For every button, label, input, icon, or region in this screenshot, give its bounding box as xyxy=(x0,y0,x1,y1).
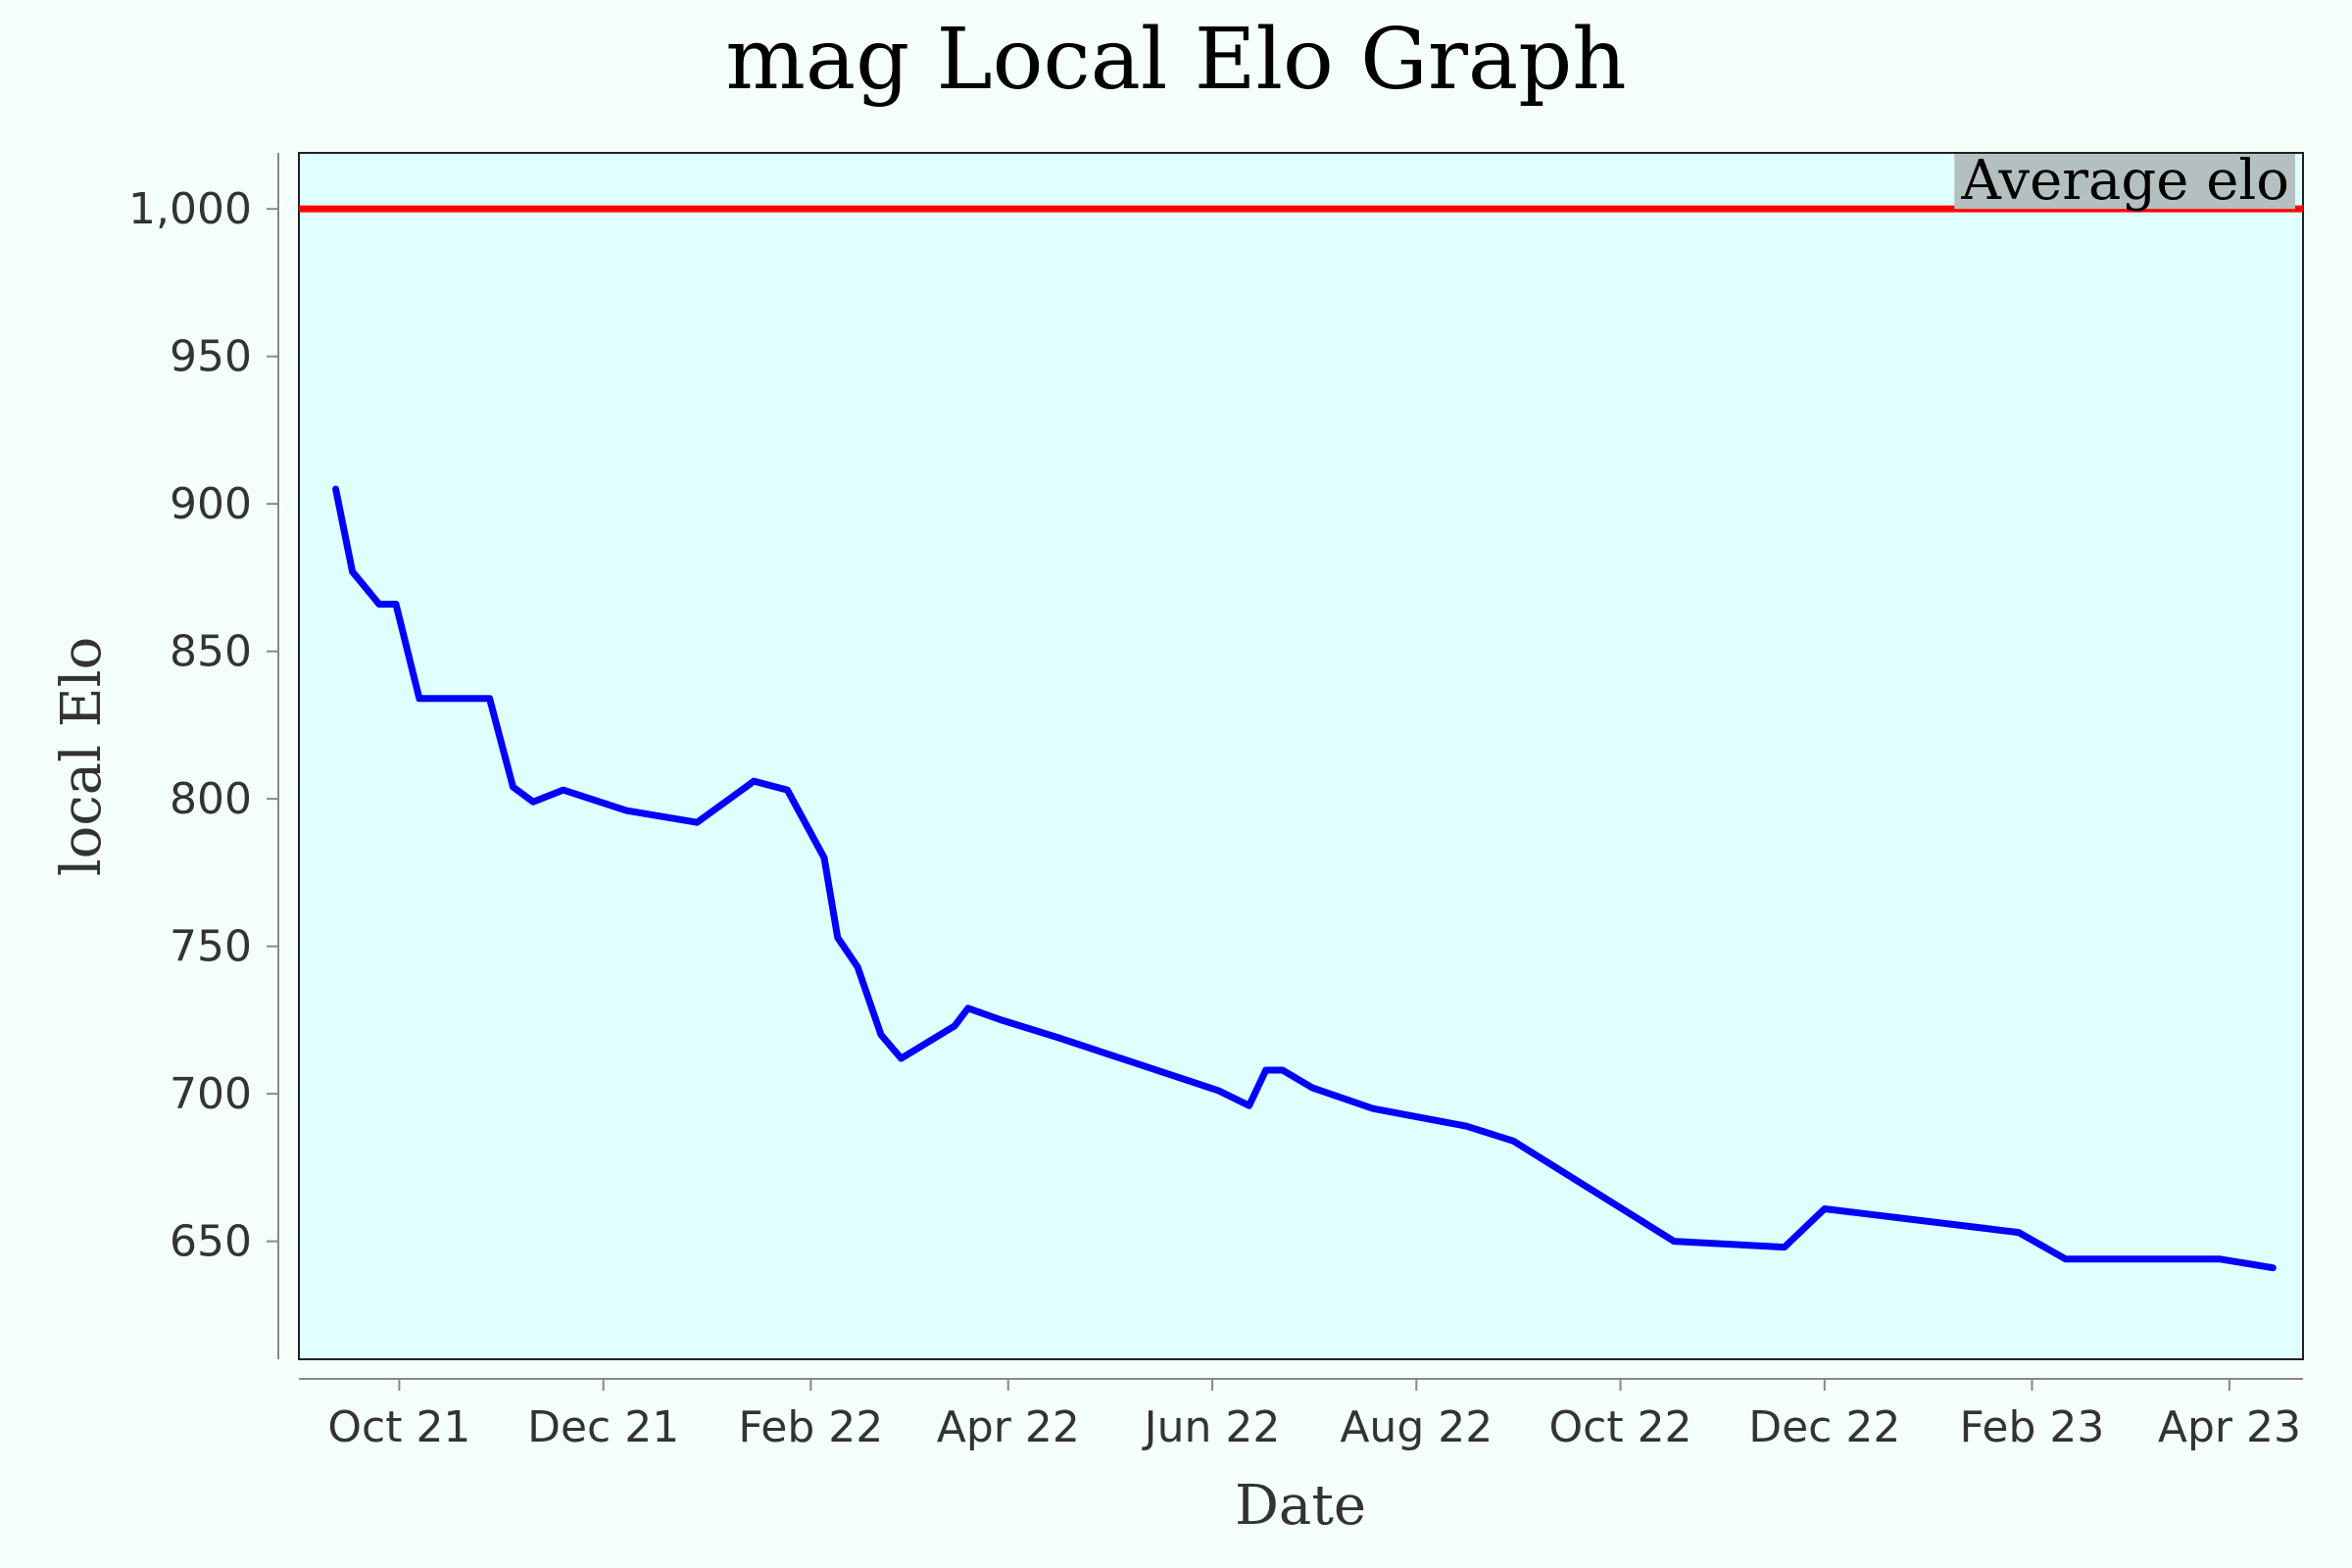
data-point xyxy=(2063,1256,2069,1262)
data-point xyxy=(855,964,860,970)
data-point xyxy=(561,787,566,793)
y-axis-label: local Elo xyxy=(50,637,114,877)
x-axis-ticks: Oct 21 Dec 21 Feb 22 Apr 22 Jun 22 Aug 22 Oct … xyxy=(327,1379,2301,1452)
data-point xyxy=(1370,1105,1376,1111)
y-tick-label: 700 xyxy=(170,1069,252,1119)
data-point xyxy=(1671,1239,1677,1245)
data-point xyxy=(2016,1230,2022,1236)
x-tick-label: Oct 21 xyxy=(327,1402,470,1452)
data-point xyxy=(965,1005,971,1011)
x-tick-label: Feb 22 xyxy=(738,1402,883,1452)
data-point xyxy=(878,1032,884,1038)
data-point xyxy=(1822,1206,1828,1211)
data-point xyxy=(784,787,790,793)
series-points xyxy=(333,486,2276,1271)
y-axis-ticks: 650 700 750 800 850 900 950 1,000 xyxy=(128,184,278,1267)
chart-title: mag Local Elo Graph xyxy=(725,11,1626,109)
y-tick-label: 650 xyxy=(170,1217,252,1267)
data-point xyxy=(751,778,757,784)
data-point xyxy=(2217,1256,2223,1262)
x-tick-label: Feb 23 xyxy=(1960,1402,2105,1452)
data-point xyxy=(999,1017,1004,1023)
data-point xyxy=(1247,1102,1252,1108)
y-tick-label: 1,000 xyxy=(128,184,252,234)
average-elo-label: Average elo xyxy=(1960,149,2289,213)
y-tick-label: 850 xyxy=(170,627,252,677)
data-point xyxy=(624,808,630,813)
data-point xyxy=(899,1055,904,1061)
data-point xyxy=(393,602,399,607)
data-point xyxy=(333,486,339,492)
x-axis-label: Date xyxy=(1235,1474,1366,1538)
y-tick-label: 800 xyxy=(170,774,252,824)
data-point xyxy=(511,784,515,790)
data-point xyxy=(1464,1123,1469,1129)
data-point xyxy=(821,855,827,860)
y-tick-label: 900 xyxy=(170,479,252,529)
x-tick-label: Dec 21 xyxy=(527,1402,679,1452)
x-tick-label: Jun 22 xyxy=(1142,1402,1281,1452)
data-point xyxy=(1309,1085,1315,1091)
data-point xyxy=(530,799,536,805)
data-point xyxy=(1263,1067,1269,1073)
data-point xyxy=(376,602,382,607)
data-point xyxy=(694,819,700,825)
data-point xyxy=(835,935,841,941)
data-point xyxy=(416,696,422,702)
x-tick-label: Dec 22 xyxy=(1748,1402,1900,1452)
data-point xyxy=(952,1023,957,1029)
data-point xyxy=(487,696,493,702)
average-elo-label-background xyxy=(1954,154,2295,210)
y-tick-label: 750 xyxy=(170,922,252,972)
data-point xyxy=(1280,1067,1286,1073)
data-point xyxy=(2270,1265,2276,1271)
data-point xyxy=(1055,1035,1061,1041)
data-point xyxy=(350,568,356,574)
data-point xyxy=(1216,1088,1222,1094)
x-tick-label: Oct 22 xyxy=(1549,1402,1692,1452)
plot-area xyxy=(298,152,2304,1360)
x-tick-label: Apr 22 xyxy=(937,1402,1080,1452)
x-tick-label: Aug 22 xyxy=(1340,1402,1493,1452)
data-point xyxy=(1510,1138,1516,1144)
x-tick-label: Apr 23 xyxy=(2158,1402,2301,1452)
y-tick-label: 950 xyxy=(170,332,252,382)
data-point xyxy=(1782,1245,1788,1250)
